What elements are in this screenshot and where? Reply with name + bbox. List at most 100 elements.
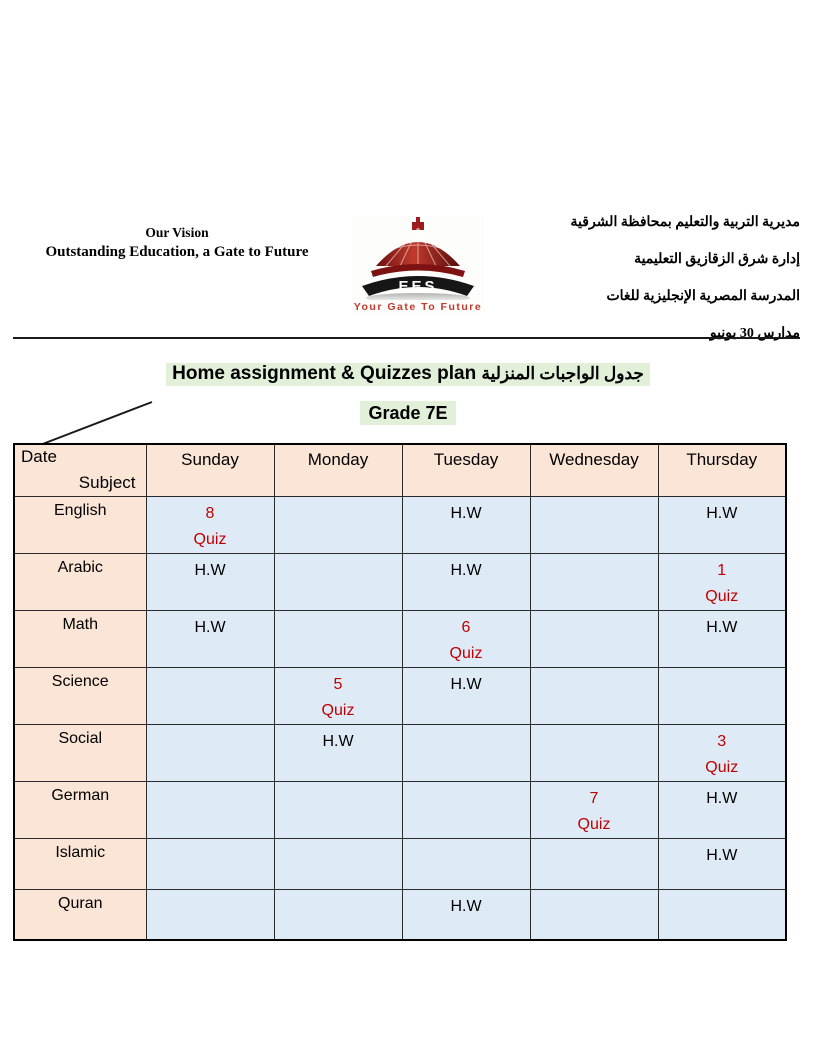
- table-cell: [273, 609, 403, 668]
- table-cell: H.W: [145, 609, 275, 668]
- cell-text: 6: [461, 618, 471, 636]
- vision-text: Outstanding Education, a Gate to Future: [45, 244, 309, 261]
- table-row: Math H.W 6 Quiz H.W: [13, 609, 787, 668]
- table-cell: [529, 723, 659, 782]
- title-arabic: جدول الواجبات المنزلية: [481, 364, 644, 383]
- subject-cell: German: [13, 780, 147, 839]
- cell-text: Quiz: [193, 530, 227, 548]
- cell-text: H.W: [706, 618, 738, 636]
- table-cell: [657, 888, 787, 941]
- table-cell: [529, 609, 659, 668]
- vision-statement: Our Vision Outstanding Education, a Gate…: [22, 224, 332, 262]
- table-cell: H.W: [657, 837, 787, 890]
- table-cell: 3 Quiz: [657, 723, 787, 782]
- subject-cell: Social: [13, 723, 147, 782]
- cell-text: 5: [333, 675, 343, 693]
- cell-text: H.W: [450, 897, 482, 915]
- day-header-sunday: Sunday: [145, 443, 275, 497]
- table-cell: 5 Quiz: [273, 666, 403, 725]
- table-cell: [273, 888, 403, 941]
- subject-cell: Arabic: [13, 552, 147, 611]
- title-highlight: Home assignment & Quizzes plan جدول الوا…: [166, 363, 650, 386]
- table-cell: [145, 723, 275, 782]
- schedule-table-body: English 8 Quiz H.W H.W Arabic H.W H.W 1 Quiz Math H…: [13, 495, 787, 941]
- table-cell: [529, 495, 659, 554]
- table-cell: [657, 666, 787, 725]
- subject-cell: Islamic: [13, 837, 147, 890]
- grade-title: Grade 7E: [0, 401, 816, 425]
- cell-text: 3: [717, 732, 727, 750]
- vision-title: Our Vision: [145, 225, 209, 240]
- table-row: German 7 Quiz H.W: [13, 780, 787, 839]
- table-cell: H.W: [145, 552, 275, 611]
- cell-text: H.W: [450, 504, 482, 522]
- table-cell: [145, 837, 275, 890]
- table-row: Arabic H.W H.W 1 Quiz: [13, 552, 787, 611]
- cell-text: 8: [205, 504, 215, 522]
- subject-cell: Science: [13, 666, 147, 725]
- table-cell: H.W: [657, 780, 787, 839]
- table-cell: H.W: [401, 552, 531, 611]
- table-cell: 6 Quiz: [401, 609, 531, 668]
- table-cell: H.W: [401, 888, 531, 941]
- grade-label: Grade 7E: [360, 401, 456, 425]
- arabic-header-line: مديرية التربية والتعليم بمحافظة الشرقية: [570, 215, 800, 230]
- cell-text: H.W: [194, 561, 226, 579]
- header-divider: [13, 337, 800, 339]
- table-cell: H.W: [401, 666, 531, 725]
- subject-cell: Math: [13, 609, 147, 668]
- cell-text: 1: [717, 561, 727, 579]
- table-cell: [273, 837, 403, 890]
- logo-tagline: Your Gate To Future: [353, 301, 483, 313]
- arabic-header-line: المدرسة المصرية الإنجليزية للغات: [606, 289, 800, 304]
- cell-text: H.W: [450, 561, 482, 579]
- table-cell: [145, 888, 275, 941]
- homework-schedule-table: Date Subject Sunday Monday Tuesday Wedne…: [13, 443, 787, 941]
- corner-subject-label: Subject: [78, 472, 136, 492]
- table-row: Quran H.W: [13, 888, 787, 941]
- table-row: Islamic H.W: [13, 837, 787, 890]
- table-cell: H.W: [273, 723, 403, 782]
- table-cell: [401, 723, 531, 782]
- cell-text: H.W: [194, 618, 226, 636]
- day-header-wednesday: Wednesday: [529, 443, 659, 497]
- table-cell: [529, 666, 659, 725]
- table-cell: [401, 780, 531, 839]
- page-title: Home assignment & Quizzes plan جدول الوا…: [0, 363, 816, 386]
- table-cell: [273, 552, 403, 611]
- day-header-tuesday: Tuesday: [401, 443, 531, 497]
- corner-date-label: Date: [21, 447, 57, 466]
- table-cell: H.W: [657, 609, 787, 668]
- table-row: Science 5 Quiz H.W: [13, 666, 787, 725]
- cell-text: 7: [589, 789, 599, 807]
- diagonal-line: [26, 401, 153, 451]
- table-cell: H.W: [401, 495, 531, 554]
- subject-cell: English: [13, 495, 147, 554]
- table-cell: [401, 837, 531, 890]
- cell-text: Quiz: [449, 644, 483, 662]
- table-cell: [529, 552, 659, 611]
- cell-text: Quiz: [321, 701, 355, 719]
- cell-text: H.W: [706, 789, 738, 807]
- table-cell: 1 Quiz: [657, 552, 787, 611]
- arabic-header-line: مدارس 30 يونيو: [709, 326, 800, 341]
- school-logo: EES Your Gate To Future: [352, 216, 484, 313]
- cell-text: H.W: [706, 504, 738, 522]
- cell-text: H.W: [450, 675, 482, 693]
- arabic-header: مديرية التربية والتعليم بمحافظة الشرقية إ…: [571, 204, 800, 352]
- table-cell: [145, 666, 275, 725]
- table-cell: 7 Quiz: [529, 780, 659, 839]
- corner-cell: Date Subject: [13, 443, 147, 497]
- cell-text: Quiz: [705, 587, 739, 605]
- title-english: Home assignment & Quizzes plan: [172, 363, 477, 384]
- table-row: Social H.W 3 Quiz: [13, 723, 787, 782]
- table-cell: [273, 780, 403, 839]
- logo-acronym: EES: [398, 278, 437, 295]
- cell-text: H.W: [322, 732, 354, 750]
- dome-logo-icon: EES: [362, 217, 474, 303]
- cell-text: Quiz: [705, 758, 739, 776]
- table-cell: 8 Quiz: [145, 495, 275, 554]
- arabic-header-line: إدارة شرق الزقازيق التعليمية: [634, 252, 800, 267]
- day-header-thursday: Thursday: [657, 443, 787, 497]
